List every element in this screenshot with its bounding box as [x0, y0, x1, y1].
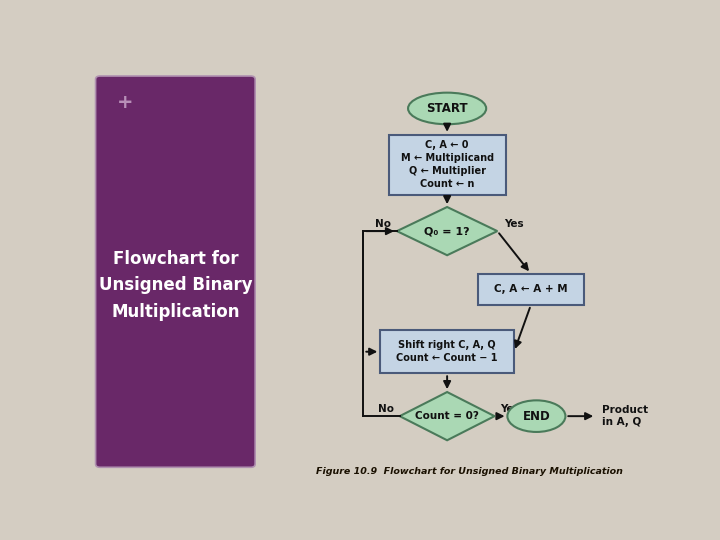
Text: Yes: Yes — [504, 219, 523, 228]
Text: C, A ← A + M: C, A ← A + M — [494, 285, 567, 294]
Text: No: No — [375, 219, 392, 228]
Polygon shape — [397, 207, 498, 255]
Text: Shift right C, A, Q
Count ← Count − 1: Shift right C, A, Q Count ← Count − 1 — [397, 340, 498, 363]
Polygon shape — [400, 392, 495, 440]
Text: END: END — [523, 410, 550, 423]
FancyBboxPatch shape — [389, 134, 505, 194]
Text: Product
in A, Q: Product in A, Q — [602, 406, 648, 427]
Ellipse shape — [408, 93, 486, 124]
Text: No: No — [378, 404, 394, 414]
Text: Q₀ = 1?: Q₀ = 1? — [424, 226, 470, 236]
FancyBboxPatch shape — [380, 330, 514, 373]
Text: Yes: Yes — [500, 404, 520, 414]
FancyBboxPatch shape — [478, 274, 584, 305]
Text: C, A ← 0
M ← Multiplicand
Q ← Multiplier
Count ← n: C, A ← 0 M ← Multiplicand Q ← Multiplier… — [400, 140, 494, 190]
Ellipse shape — [508, 400, 565, 432]
Text: START: START — [426, 102, 468, 115]
Text: +: + — [117, 93, 133, 112]
Text: Flowchart for
Unsigned Binary
Multiplication: Flowchart for Unsigned Binary Multiplica… — [99, 250, 252, 321]
Text: Count = 0?: Count = 0? — [415, 411, 479, 421]
FancyBboxPatch shape — [96, 76, 255, 467]
Text: Figure 10.9  Flowchart for Unsigned Binary Multiplication: Figure 10.9 Flowchart for Unsigned Binar… — [316, 467, 623, 476]
